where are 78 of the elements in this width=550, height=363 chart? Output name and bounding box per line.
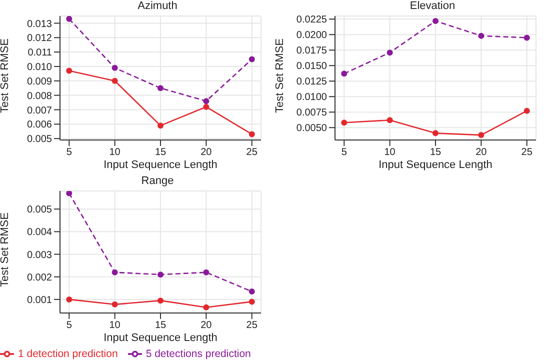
- y-tick-label: 0.011: [28, 48, 52, 59]
- point: [158, 298, 164, 304]
- y-tick-label: 0.0200: [296, 30, 328, 42]
- point: [112, 78, 118, 84]
- y-tick-label: 0.010: [26, 62, 52, 74]
- point: [478, 32, 484, 39]
- y-tick-label: 0.0075: [296, 108, 328, 119]
- x-tick-label: 15: [154, 320, 166, 332]
- x-tick-label: 5: [341, 147, 348, 158]
- point: [248, 288, 255, 295]
- point: [386, 50, 393, 56]
- point: [66, 191, 72, 196]
- x-tick-label: 15: [154, 147, 166, 158]
- y-tick-label: 0.006: [26, 120, 52, 131]
- x-tick-label: 5: [66, 147, 72, 158]
- y-tick-label: 0.013: [26, 18, 52, 30]
- y-tick-label: 0.008: [26, 90, 52, 102]
- legend-label: 5 detections prediction: [146, 348, 251, 360]
- y-tick-label: 0.0125: [296, 76, 328, 88]
- point: [112, 64, 118, 71]
- x-tick-label: 25: [246, 320, 258, 332]
- point: [524, 108, 530, 114]
- point: [112, 269, 118, 276]
- y-tick-label: 0.004: [26, 227, 52, 238]
- point: [66, 68, 72, 74]
- legend-label: 1 detection prediction: [18, 348, 118, 360]
- y-tick-label: 0.003: [26, 250, 52, 261]
- point: [248, 298, 255, 305]
- y-tick-label: 0.0150: [296, 61, 328, 72]
- y-tick-label: 0.001: [26, 294, 52, 306]
- x-tick-label: 15: [430, 147, 442, 158]
- x-tick-label: 10: [109, 320, 121, 332]
- x-axis-title: Input Sequence Length: [104, 332, 218, 344]
- point: [203, 269, 210, 276]
- x-axis-title: Input Sequence Length: [378, 159, 492, 171]
- point: [203, 304, 210, 310]
- point: [248, 131, 255, 138]
- x-tick-label: 10: [109, 147, 121, 158]
- y-tick-label: 0.0225: [296, 14, 328, 26]
- y-tick-label: 0.0100: [296, 92, 328, 104]
- x-tick-label: 10: [384, 147, 396, 158]
- point: [248, 56, 255, 62]
- point: [432, 18, 438, 24]
- y-tick-label: 0.009: [26, 76, 52, 88]
- y-tick-label: 0.005: [26, 134, 52, 146]
- y-tick-label: 0.0050: [296, 123, 328, 134]
- point: [341, 120, 348, 126]
- point: [341, 70, 348, 77]
- point: [66, 16, 72, 22]
- x-tick-label: 25: [521, 147, 533, 158]
- chart-title: Azimuth: [136, 0, 178, 14]
- y-axis-title: Test Set RMSE: [274, 38, 286, 113]
- y-tick-label: 0.0175: [296, 46, 328, 57]
- y-axis-title: Test Set RMSE: [0, 212, 11, 287]
- point: [478, 132, 484, 138]
- chart-title: Range: [140, 175, 175, 189]
- y-tick-label: 0.012: [26, 33, 52, 44]
- point: [158, 85, 164, 92]
- y-tick-label: 0.002: [26, 272, 52, 284]
- point: [203, 104, 210, 110]
- point: [66, 296, 72, 302]
- y-axis-title: Test Set RMSE: [0, 38, 11, 113]
- x-tick-label: 25: [246, 147, 258, 158]
- x-tick-label: 20: [200, 320, 212, 332]
- x-tick-label: 20: [476, 147, 488, 158]
- y-tick-label: 0.005: [26, 204, 52, 216]
- x-axis-title: Input Sequence Length: [104, 159, 218, 171]
- point: [386, 117, 393, 124]
- chart-title: Elevation: [408, 0, 456, 14]
- point: [158, 122, 164, 129]
- point: [432, 130, 438, 136]
- point: [158, 272, 164, 278]
- x-tick-label: 5: [66, 320, 72, 332]
- point: [203, 98, 210, 104]
- point: [112, 301, 118, 308]
- point: [524, 34, 530, 41]
- x-tick-label: 20: [200, 147, 212, 158]
- y-tick-label: 0.007: [26, 105, 52, 116]
